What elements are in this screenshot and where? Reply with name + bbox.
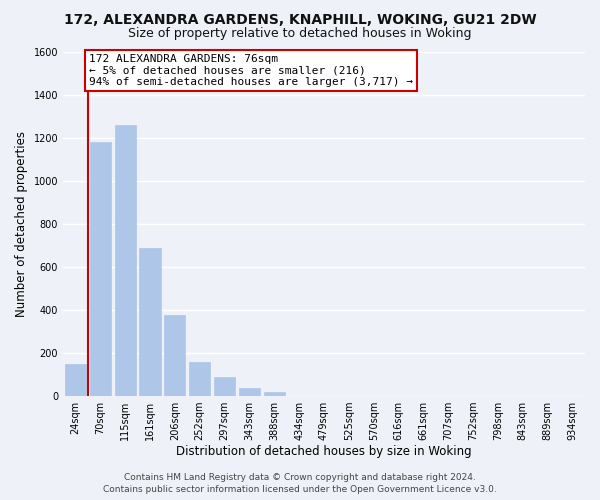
Bar: [90, 142, 111, 396]
Bar: [164, 315, 185, 396]
Text: Size of property relative to detached houses in Woking: Size of property relative to detached ho…: [128, 28, 472, 40]
Bar: [264, 392, 285, 396]
Bar: [139, 248, 161, 396]
X-axis label: Distribution of detached houses by size in Woking: Distribution of detached houses by size …: [176, 444, 472, 458]
Text: Contains HM Land Registry data © Crown copyright and database right 2024.
Contai: Contains HM Land Registry data © Crown c…: [103, 472, 497, 494]
Y-axis label: Number of detached properties: Number of detached properties: [15, 130, 28, 316]
Bar: [189, 362, 211, 396]
Bar: [65, 364, 86, 396]
Text: 172 ALEXANDRA GARDENS: 76sqm
← 5% of detached houses are smaller (216)
94% of se: 172 ALEXANDRA GARDENS: 76sqm ← 5% of det…: [89, 54, 413, 87]
Text: 172, ALEXANDRA GARDENS, KNAPHILL, WOKING, GU21 2DW: 172, ALEXANDRA GARDENS, KNAPHILL, WOKING…: [64, 12, 536, 26]
Bar: [214, 376, 235, 396]
Bar: [239, 388, 260, 396]
Bar: [115, 124, 136, 396]
